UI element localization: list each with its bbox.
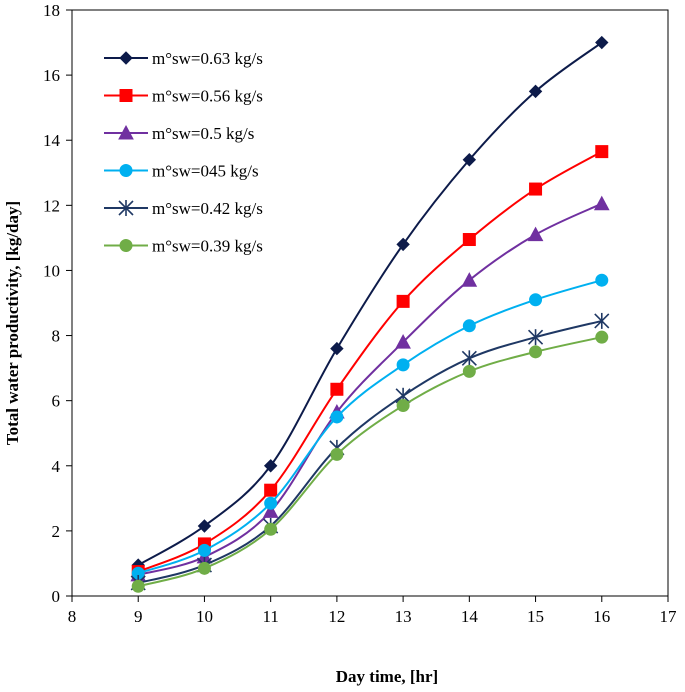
data-point xyxy=(131,579,145,593)
data-point xyxy=(528,84,543,99)
data-point xyxy=(595,273,609,287)
y-tick-label: 4 xyxy=(52,457,61,476)
y-tick-label: 18 xyxy=(43,1,60,20)
legend-label: m°sw=0.42 kg/s xyxy=(152,199,263,218)
legend-label: m°sw=0.5 kg/s xyxy=(152,124,254,143)
series-line xyxy=(137,319,603,584)
y-axis-title: Total water productivity, [kg/day] xyxy=(3,201,22,445)
data-point xyxy=(396,237,410,252)
data-point xyxy=(527,226,544,242)
data-point xyxy=(330,410,344,424)
legend-item: m°sw=0.42 kg/s xyxy=(104,199,263,218)
data-point xyxy=(197,519,212,533)
y-tick-label: 6 xyxy=(52,392,61,411)
data-point xyxy=(529,345,543,359)
legend-label: m°sw=045 kg/s xyxy=(152,162,259,181)
data-point xyxy=(529,182,543,196)
legend-marker xyxy=(119,89,133,102)
data-point xyxy=(264,522,278,536)
series-4 xyxy=(131,273,609,580)
x-axis-title: Day time, [hr] xyxy=(336,667,438,686)
data-point xyxy=(395,334,411,349)
x-tick-label: 10 xyxy=(196,607,213,626)
data-point xyxy=(263,459,278,473)
series-6 xyxy=(131,330,609,593)
data-point xyxy=(461,350,477,367)
data-point xyxy=(264,483,278,497)
legend-item: m°sw=0.56 kg/s xyxy=(104,87,263,106)
x-tick-label: 13 xyxy=(395,607,412,626)
legend-marker xyxy=(118,200,134,216)
legend-item: m°sw=0.63 kg/s xyxy=(104,49,263,68)
y-tick-label: 14 xyxy=(43,131,61,150)
data-point xyxy=(330,341,344,356)
legend-item: m°sw=0.39 kg/s xyxy=(104,237,263,256)
data-point xyxy=(461,272,478,287)
legend-label: m°sw=0.63 kg/s xyxy=(152,49,263,68)
y-tick-label: 12 xyxy=(43,196,60,215)
legend-item: m°sw=045 kg/s xyxy=(104,162,259,181)
data-point xyxy=(462,233,476,247)
legend-label: m°sw=0.56 kg/s xyxy=(152,87,263,106)
legend-marker xyxy=(118,124,134,140)
data-point xyxy=(529,293,543,307)
data-point xyxy=(527,329,544,346)
x-tick-label: 16 xyxy=(593,607,610,626)
data-point xyxy=(462,319,476,333)
series-line xyxy=(137,202,603,576)
data-point xyxy=(262,503,279,518)
data-point xyxy=(264,496,278,510)
y-tick-label: 10 xyxy=(43,261,60,280)
series-line xyxy=(137,41,603,566)
data-point xyxy=(595,330,609,344)
x-tick-label: 9 xyxy=(134,607,143,626)
legend: m°sw=0.63 kg/s m°sw=0.56 kg/s m°sw=0.5 kg/… xyxy=(104,49,263,256)
tick-labels: 8 9 10 11 12 13 14 15 16 17 0 2 4 6 8 10 12 14 16 18 xyxy=(43,1,677,626)
legend-label: m°sw=0.39 kg/s xyxy=(152,237,263,256)
data-point xyxy=(330,447,344,461)
legend-marker xyxy=(119,164,133,177)
data-point xyxy=(396,358,410,372)
data-point xyxy=(197,561,211,575)
plot-frame xyxy=(71,9,669,597)
x-tick-label: 12 xyxy=(328,607,345,626)
y-tick-label: 2 xyxy=(52,522,61,541)
data-point xyxy=(462,153,477,167)
y-tick-label: 16 xyxy=(43,66,60,85)
x-tick-label: 14 xyxy=(461,607,479,626)
data-point xyxy=(396,294,410,308)
x-tick-label: 11 xyxy=(262,607,278,626)
x-tick-label: 17 xyxy=(660,607,678,626)
x-tick-label: 8 xyxy=(68,607,77,626)
data-point xyxy=(595,145,609,159)
series-line xyxy=(137,150,603,573)
legend-item: m°sw=0.5 kg/s xyxy=(104,124,254,143)
data-point xyxy=(462,364,476,378)
data-point xyxy=(396,399,410,413)
data-point xyxy=(594,312,610,329)
data-point xyxy=(197,543,211,557)
legend-marker xyxy=(119,51,133,65)
data-point xyxy=(593,195,610,211)
series-line xyxy=(137,336,602,588)
series-1 xyxy=(131,35,609,572)
x-tick-label: 15 xyxy=(527,607,544,626)
y-tick-label: 8 xyxy=(52,327,61,346)
data-point xyxy=(330,382,344,396)
series-line xyxy=(137,279,603,575)
axes xyxy=(66,9,669,602)
data-point xyxy=(595,35,609,50)
y-tick-label: 0 xyxy=(52,587,61,606)
series-group xyxy=(130,35,610,593)
legend-marker xyxy=(119,239,133,252)
